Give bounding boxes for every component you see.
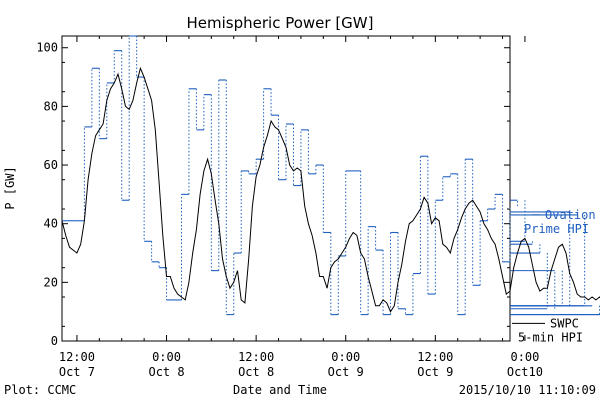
y-tick-label: 0 [51, 334, 58, 348]
x-tick-time: 0:00 [510, 350, 539, 364]
x-tick-date: Oct10 [507, 365, 543, 379]
plot-credit: Plot: CCMC [4, 383, 76, 397]
y-tick-label: 40 [44, 217, 58, 231]
swpc-legend-line2: 5-min HPI [518, 330, 583, 344]
y-axis: 0 20 40 60 80 100 [36, 41, 510, 348]
x-tick-time: 0:00 [152, 350, 181, 364]
ovation-legend-line1: Ovation [545, 208, 596, 222]
timestamp: 2015/10/10 11:10:09 [459, 383, 596, 397]
x-tick-time: 12:00 [59, 350, 95, 364]
series-layer [61, 35, 600, 316]
x-tick-date: Oct 8 [148, 365, 184, 379]
swpc-series-line [61, 66, 600, 313]
y-tick-label: 20 [44, 275, 58, 289]
y-tick-label: 60 [44, 158, 58, 172]
y-tick-label: 100 [36, 41, 58, 55]
plot-frame [61, 35, 511, 342]
y-axis-label: P [GW] [3, 166, 17, 209]
x-tick-time: 0:00 [331, 350, 360, 364]
x-axis-label: Date and Time [233, 383, 327, 397]
x-tick-date: Oct 8 [238, 365, 274, 379]
x-tick-time: 12:00 [417, 350, 453, 364]
ovation-prime-series [62, 35, 600, 316]
y-tick-label: 80 [44, 99, 58, 113]
x-tick-time: 12:00 [238, 350, 274, 364]
x-tick-date: Oct 9 [417, 365, 453, 379]
swpc-legend-line1: SWPC [550, 316, 579, 330]
x-tick-date: Oct 7 [59, 365, 95, 379]
x-tick-date: Oct 9 [328, 365, 364, 379]
ovation-legend-line2: Prime HPI [524, 222, 589, 236]
chart-title: Hemispheric Power [GW] [187, 14, 374, 32]
